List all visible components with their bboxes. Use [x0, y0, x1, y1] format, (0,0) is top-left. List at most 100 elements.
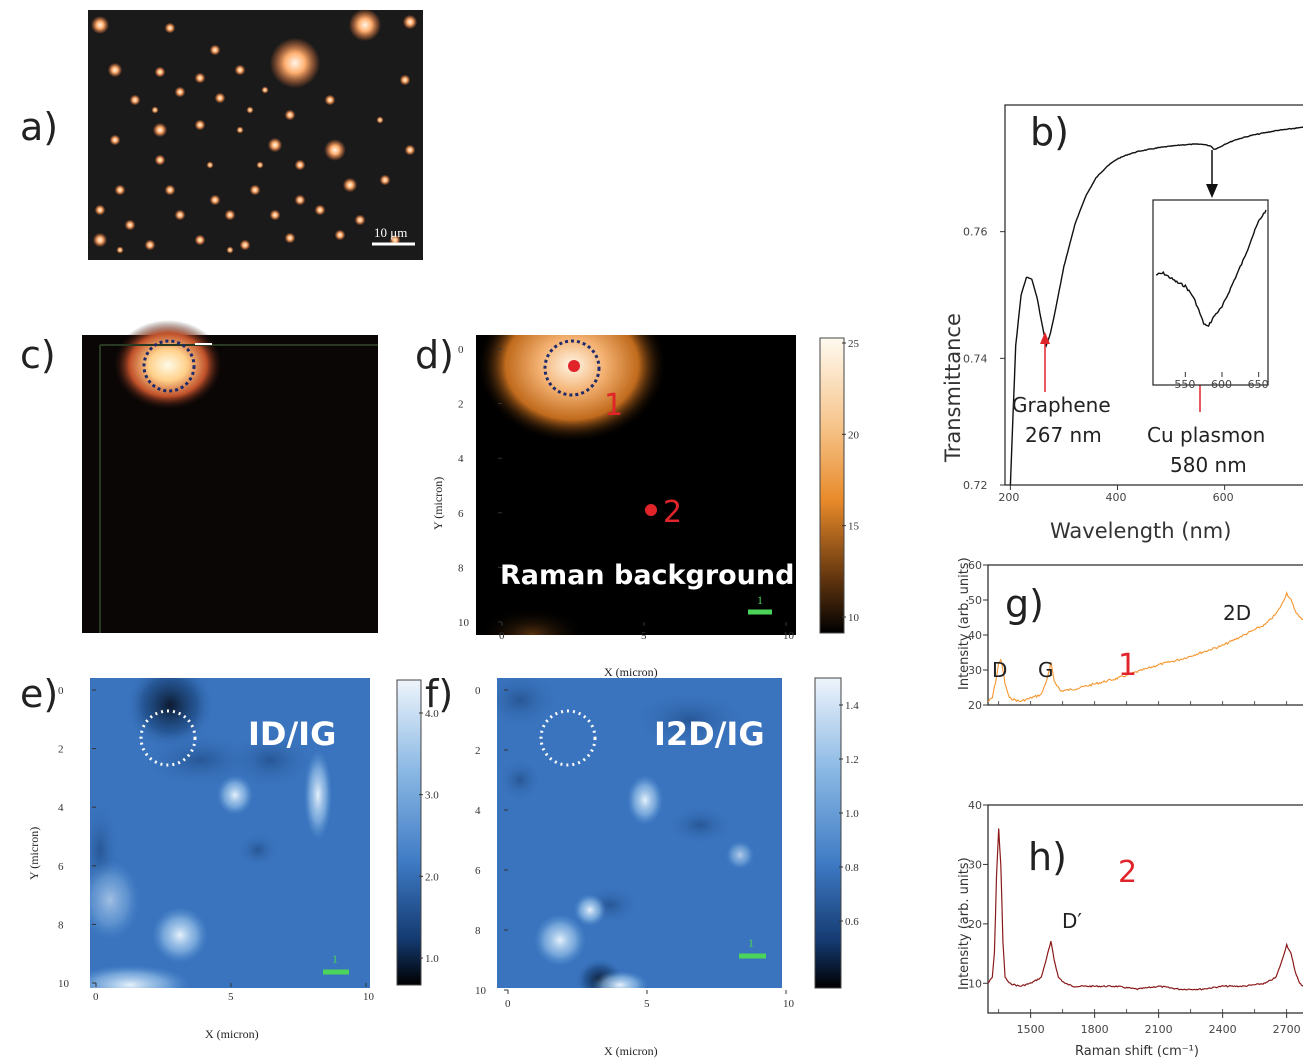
scale-bar-label: 1 — [748, 936, 754, 950]
plot-frame — [987, 804, 1303, 1014]
nanoparticle-dot — [379, 174, 391, 186]
dotted-circle — [543, 339, 601, 397]
nanoparticle-dot — [342, 177, 358, 193]
colorbar-ticks: 25 20 15 10 — [842, 338, 860, 624]
nanoparticle-dot — [402, 14, 418, 30]
x-tick-label: 600 — [1211, 378, 1232, 391]
nanoparticle-dot — [91, 16, 109, 34]
nanoparticle-dot — [114, 184, 126, 196]
x-tick-label: 400 — [1106, 491, 1127, 504]
y-tick-label: 2 — [458, 399, 464, 411]
colorbar-tick-label: 0.6 — [845, 916, 859, 928]
y-tick-label: 20 — [968, 918, 982, 931]
nanoparticle-dot — [224, 209, 236, 221]
x-tick-label: 2400 — [1209, 1023, 1237, 1036]
x-tick-label: 1800 — [1081, 1023, 1109, 1036]
y-tick-label: 0.72 — [963, 479, 988, 492]
nanoparticle-dot — [152, 122, 168, 138]
nanoparticle-dot — [376, 116, 384, 124]
colorbar-ticks: 4.0 3.0 2.0 1.0 — [419, 708, 439, 965]
colorbar-tick-label: 3.0 — [425, 790, 439, 802]
plot-frame — [1004, 104, 1303, 486]
x-axis-label: X (micron) — [604, 1044, 658, 1058]
nanoparticle-dot — [206, 161, 214, 169]
y-tick-label: 2 — [58, 744, 64, 756]
nanoparticle-dot — [261, 86, 269, 94]
series-line — [1155, 209, 1267, 328]
panel-f-label: f) — [425, 672, 453, 716]
point-2-label: 2 — [663, 495, 682, 530]
panel-c: c) — [20, 320, 378, 633]
x-tick-label: 10 — [783, 630, 795, 642]
nanoparticle-dot — [267, 137, 283, 153]
x-tick-label: 600 — [1213, 491, 1234, 504]
y-tick-label: 6 — [458, 508, 464, 520]
x-tick-label: 5 — [228, 991, 234, 1003]
panel-e: e) ID/IG 1 0 5 10 0 2 4 6 8 10 X (micron) Y (mic… — [20, 672, 439, 1041]
x-tick-label: 10 — [783, 998, 795, 1010]
x-tick-label: 10 — [363, 991, 375, 1003]
nanoparticle-dot — [107, 62, 123, 78]
nanoparticle-dot — [284, 232, 296, 244]
x-tick-label: 5 — [641, 630, 647, 642]
scale-bar-label: 1 — [332, 952, 338, 966]
nanoparticle-dot — [284, 109, 296, 121]
nanoparticle-dot — [404, 144, 416, 156]
y-axis-label: Intensity (arb. units) — [957, 857, 972, 990]
colorbar-tick-label: 1.0 — [845, 808, 859, 820]
x-axis-label: Wavelength (nm) — [1050, 519, 1231, 543]
nanoparticle-dot — [348, 8, 382, 42]
nanoparticle-dot — [154, 154, 166, 166]
panel-b: b) 0.72 0.74 0.76 200 400 600 Wavelength (nm)… — [941, 104, 1303, 543]
nanoparticle-dot — [239, 239, 251, 251]
nanoparticle-dot — [324, 139, 346, 161]
y-tick-label: 4 — [58, 802, 64, 814]
panel-e-label: e) — [20, 672, 58, 716]
colorbar — [814, 677, 842, 989]
y-tick-label: 10 — [475, 985, 487, 997]
y-tick-label: 8 — [58, 919, 64, 931]
colorbar-tick-label: 1.4 — [845, 700, 859, 712]
y-tick-label: 4 — [475, 805, 481, 817]
x-tick-label: 650 — [1248, 378, 1269, 391]
nanoparticle-dot — [236, 126, 244, 134]
nanoparticle-dot — [174, 209, 186, 221]
y-tick-label: 0 — [458, 344, 464, 356]
nanoparticle-dot — [109, 134, 121, 146]
panel-g-label: g) — [1005, 582, 1044, 626]
scale-bar-label: 1 — [757, 593, 763, 607]
peak-d-label: D — [992, 658, 1007, 682]
colorbar-tick-label: 20 — [848, 429, 860, 441]
nanoparticle-dot — [314, 204, 326, 216]
y-tick-label: 30 — [968, 858, 982, 871]
inset-plot: 550 600 650 — [1155, 209, 1269, 391]
x-tick-label: 200 — [998, 491, 1019, 504]
colorbar-tick-label: 1.0 — [425, 953, 439, 965]
y-tick-label: 40 — [968, 629, 982, 642]
nanoparticle-dot — [324, 94, 336, 106]
y-axis-label: Intensity (arb. units) — [957, 557, 972, 690]
nanoparticle-dot — [234, 64, 246, 76]
y-tick-label: 8 — [458, 562, 464, 574]
id-ig-text: ID/IG — [248, 715, 336, 753]
y-tick-label: 20 — [968, 699, 982, 712]
nanoparticle-dot — [209, 194, 221, 206]
nanoparticle-dot — [94, 204, 106, 216]
colorbar-tick-label: 25 — [848, 338, 860, 350]
panel-h: h) 10 20 30 40 1500 1800 2100 2400 2700 D′ 2 Int… — [957, 799, 1303, 1059]
dotted-circle — [142, 339, 196, 393]
nanoparticle-dot — [154, 66, 166, 78]
panel-a-label: a) — [20, 105, 58, 149]
graphene-wavelength: 267 nm — [1025, 423, 1102, 447]
nanoparticle-dot — [194, 119, 206, 131]
axes-f: 0 5 10 0 2 4 6 8 10 — [475, 685, 795, 1010]
nanoparticle-dot — [399, 74, 411, 86]
point-1-marker — [568, 360, 580, 372]
i2d-ig-text: I2D/IG — [654, 715, 765, 753]
inset-frame — [1152, 199, 1269, 386]
nanoparticle-dot — [194, 234, 206, 246]
x-axis-label: X (micron) — [205, 1027, 259, 1041]
y-tick-label: 0.74 — [963, 352, 988, 365]
axes-d: 0 5 10 0 2 4 6 8 10 — [458, 344, 795, 642]
